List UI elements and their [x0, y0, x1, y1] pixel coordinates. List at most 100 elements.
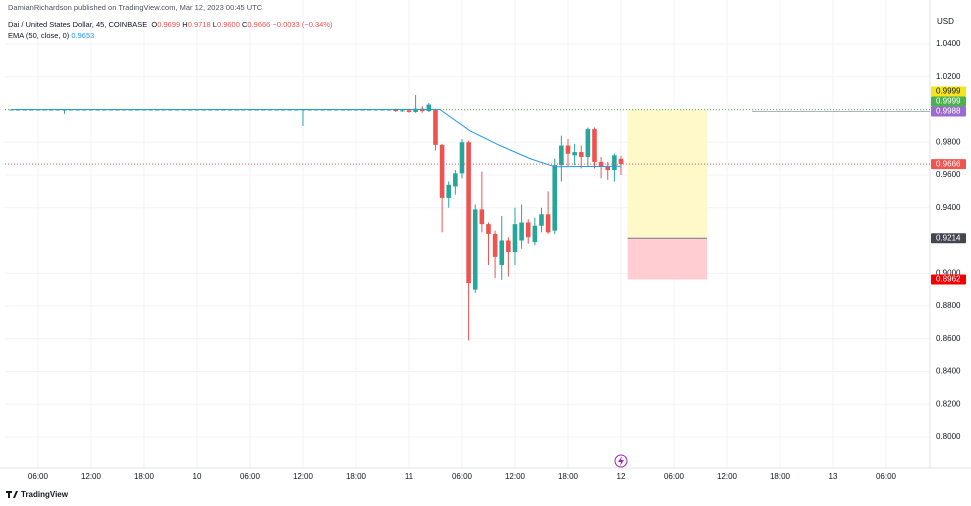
- price-label-box: [931, 159, 966, 170]
- candle-body: [585, 129, 591, 157]
- candle-body: [406, 110, 412, 112]
- ohlc-value: 0.9600: [216, 20, 240, 29]
- candle-body: [572, 152, 577, 156]
- candle-body: [486, 224, 491, 234]
- y-tick-label: 0.9600: [936, 170, 961, 179]
- published: DamianRichardson published on TradingVie…: [8, 3, 263, 12]
- profit-zone: [627, 109, 708, 239]
- candle-body: [466, 142, 471, 284]
- x-tick-label: 12: [617, 472, 626, 481]
- footer-logo[interactable]: [6, 491, 18, 498]
- x-tick-label: 06:00: [240, 472, 261, 481]
- price-label: 0.9999: [936, 87, 961, 96]
- x-tick-label: 06:00: [664, 472, 685, 481]
- candle-body: [446, 184, 452, 198]
- currency: USD: [937, 17, 954, 26]
- candle-body: [413, 108, 418, 112]
- x-tick-label: 18:00: [770, 472, 791, 481]
- candle-body: [479, 209, 485, 225]
- y-tick-label: 0.8600: [936, 334, 961, 343]
- ohlc-key: L: [212, 20, 217, 29]
- x-tick-label: 18:00: [346, 472, 367, 481]
- x-tick-label: 12:00: [81, 472, 102, 481]
- price-label-box: [931, 106, 966, 117]
- candle-body: [459, 142, 465, 174]
- published-line: DamianRichardson published on TradingVie…: [8, 3, 262, 12]
- x-tick-label: 06:00: [28, 472, 49, 481]
- candle-body: [578, 152, 584, 157]
- ema-value: 0.9653: [71, 31, 95, 40]
- x-tick-label: 11: [405, 472, 414, 481]
- y-tick-label: 0.8200: [936, 399, 961, 408]
- x-tick-label: 12:00: [293, 472, 314, 481]
- candle-body: [532, 225, 538, 243]
- y-tick-label: 0.9400: [936, 203, 961, 212]
- x-tick-label: 12:00: [505, 472, 526, 481]
- candle-body: [453, 173, 458, 187]
- y-tick-label: 0.8000: [936, 432, 961, 441]
- y-tick-label: 1.0200: [936, 72, 961, 81]
- candle-body: [559, 145, 564, 166]
- x-tick-label: 06:00: [452, 472, 473, 481]
- ema-line: [11, 108, 621, 168]
- price-label: 0.9988: [936, 107, 961, 116]
- candle-body: [426, 104, 432, 112]
- y-tick-label: 0.8400: [936, 367, 961, 376]
- ohlc-value: 0.9718: [187, 20, 211, 29]
- ohlc-value: 0.9666: [247, 20, 271, 29]
- y-tick-label: 0.9000: [936, 268, 961, 277]
- ohlc-key: C: [241, 20, 248, 29]
- candle-body: [433, 109, 438, 145]
- ema-label: EMA (50, close, 0): [8, 31, 70, 40]
- candle-body: [552, 165, 558, 231]
- ema-line: EMA (50, close, 0) 0.9653: [8, 31, 94, 40]
- price-label: 0.9999: [936, 97, 961, 106]
- lightning-icon[interactable]: [614, 454, 628, 468]
- candle-body: [400, 110, 405, 112]
- symbol-line: Dai / United States Dollar, 45, COINBASE…: [8, 20, 333, 29]
- symbol: Dai / United States Dollar, 45, COINBASE: [8, 20, 148, 29]
- price-label-box: [931, 96, 966, 107]
- x-tick-label: 13: [829, 472, 838, 481]
- candle-body: [439, 144, 445, 198]
- loss-zone: [627, 238, 708, 280]
- change: −0.0033 (−0.34%): [272, 20, 333, 29]
- x-tick-label: 12:00: [717, 472, 738, 481]
- candle-body: [519, 222, 524, 241]
- candle-body: [525, 222, 531, 238]
- price-label: 0.9666: [936, 159, 961, 168]
- candle-body: [605, 166, 611, 171]
- y-tick-label: 0.9800: [936, 137, 961, 146]
- candle-body: [612, 155, 617, 171]
- footer-brand[interactable]: TradingView: [21, 490, 69, 499]
- x-tick-label: 10: [193, 472, 202, 481]
- candle-body: [618, 158, 624, 165]
- candle-body: [545, 214, 551, 233]
- x-tick-label: 06:00: [876, 472, 897, 481]
- candle-body: [565, 145, 571, 154]
- y-tick-label: 1.0400: [936, 39, 961, 48]
- ohlc-key: H: [182, 20, 188, 29]
- ohlc: O0.9699 H0.9718 L0.9600 C0.9666: [151, 20, 272, 29]
- candle-body: [592, 129, 597, 162]
- candle-body: [539, 214, 544, 226]
- grid: 1.0400 1.0200 0.9800 0.9600 0.9400 0.9000 0.88…: [5, 0, 961, 481]
- candle-body: [393, 109, 399, 112]
- price-label: 0.9214: [936, 233, 961, 242]
- price-label-box: [931, 86, 966, 97]
- x-tick-label: 18:00: [134, 472, 155, 481]
- y-tick-label: 0.8800: [936, 301, 961, 310]
- candle-body: [512, 224, 518, 252]
- price-label-box: [931, 274, 966, 285]
- candle-body: [506, 240, 511, 252]
- ohlc-key: O: [151, 20, 158, 29]
- ohlc-value: 0.9699: [157, 20, 181, 29]
- candle-body: [598, 161, 604, 167]
- x-tick-label: 18:00: [558, 472, 579, 481]
- candle-body: [499, 240, 505, 266]
- price-label-box: [931, 233, 966, 244]
- candle-body: [472, 209, 478, 290]
